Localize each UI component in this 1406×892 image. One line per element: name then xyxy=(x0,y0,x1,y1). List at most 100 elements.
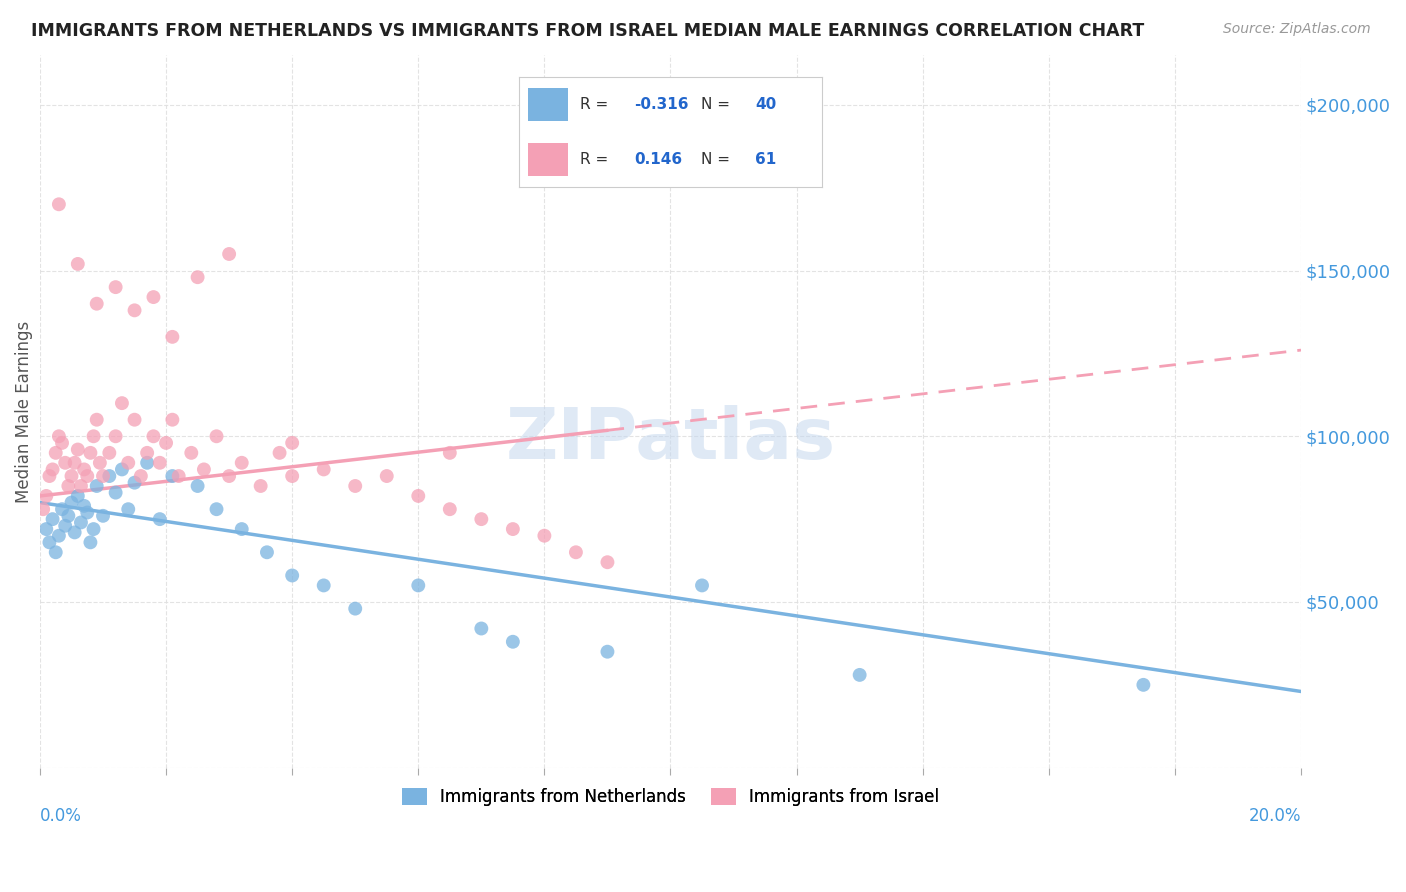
Legend: Immigrants from Netherlands, Immigrants from Israel: Immigrants from Netherlands, Immigrants … xyxy=(395,781,946,813)
Text: Source: ZipAtlas.com: Source: ZipAtlas.com xyxy=(1223,22,1371,37)
Point xyxy=(502,634,524,648)
Text: 20.0%: 20.0% xyxy=(1249,807,1301,825)
Point xyxy=(41,512,63,526)
Text: IMMIGRANTS FROM NETHERLANDS VS IMMIGRANTS FROM ISRAEL MEDIAN MALE EARNINGS CORRE: IMMIGRANTS FROM NETHERLANDS VS IMMIGRANT… xyxy=(31,22,1144,40)
Point xyxy=(249,479,271,493)
Point xyxy=(312,462,335,476)
Point xyxy=(565,545,588,559)
Point xyxy=(470,512,492,526)
Point xyxy=(41,462,63,476)
Point xyxy=(375,469,398,483)
Point xyxy=(162,330,184,344)
Point xyxy=(690,578,713,592)
Point xyxy=(66,257,89,271)
Point xyxy=(66,489,89,503)
Point xyxy=(48,197,70,211)
Point xyxy=(142,429,165,443)
Text: 0.0%: 0.0% xyxy=(39,807,82,825)
Point xyxy=(187,270,209,285)
Point xyxy=(848,668,870,682)
Point xyxy=(142,290,165,304)
Point xyxy=(104,429,127,443)
Point xyxy=(596,645,619,659)
Point xyxy=(98,446,121,460)
Point xyxy=(344,601,367,615)
Point xyxy=(53,456,76,470)
Point xyxy=(79,446,101,460)
Point xyxy=(124,303,146,318)
Point xyxy=(155,436,177,450)
Point xyxy=(98,469,121,483)
Point xyxy=(502,522,524,536)
Point xyxy=(45,446,67,460)
Point xyxy=(32,502,55,516)
Point xyxy=(149,512,172,526)
Point xyxy=(111,396,134,410)
Point xyxy=(149,456,172,470)
Point xyxy=(470,622,492,636)
Point xyxy=(344,479,367,493)
Point xyxy=(281,436,304,450)
Point xyxy=(218,469,240,483)
Point xyxy=(83,522,105,536)
Point xyxy=(73,499,96,513)
Point xyxy=(136,456,159,470)
Point xyxy=(58,508,80,523)
Point xyxy=(51,436,73,450)
Point xyxy=(91,508,114,523)
Point xyxy=(281,568,304,582)
Point xyxy=(45,545,67,559)
Point xyxy=(83,429,105,443)
Point xyxy=(162,469,184,483)
Point xyxy=(91,469,114,483)
Point xyxy=(281,469,304,483)
Point xyxy=(256,545,278,559)
Point xyxy=(38,469,60,483)
Point xyxy=(205,429,228,443)
Point xyxy=(104,485,127,500)
Point xyxy=(187,479,209,493)
Point xyxy=(231,522,253,536)
Point xyxy=(48,429,70,443)
Point xyxy=(76,506,98,520)
Point xyxy=(136,446,159,460)
Point xyxy=(63,456,86,470)
Point xyxy=(86,479,108,493)
Point xyxy=(596,555,619,569)
Point xyxy=(406,489,429,503)
Point xyxy=(70,479,93,493)
Point xyxy=(58,479,80,493)
Point xyxy=(124,413,146,427)
Point xyxy=(129,469,152,483)
Point xyxy=(269,446,291,460)
Point xyxy=(117,456,139,470)
Point xyxy=(312,578,335,592)
Point xyxy=(104,280,127,294)
Point xyxy=(162,413,184,427)
Point xyxy=(66,442,89,457)
Point xyxy=(533,529,555,543)
Point xyxy=(63,525,86,540)
Point xyxy=(439,502,461,516)
Point xyxy=(73,462,96,476)
Point xyxy=(38,535,60,549)
Point xyxy=(35,489,58,503)
Point xyxy=(70,516,93,530)
Point xyxy=(60,469,83,483)
Point xyxy=(86,296,108,310)
Point xyxy=(167,469,190,483)
Point xyxy=(35,522,58,536)
Point xyxy=(111,462,134,476)
Point xyxy=(48,529,70,543)
Point xyxy=(79,535,101,549)
Point xyxy=(76,469,98,483)
Point xyxy=(86,413,108,427)
Point xyxy=(117,502,139,516)
Y-axis label: Median Male Earnings: Median Male Earnings xyxy=(15,320,32,502)
Point xyxy=(1132,678,1154,692)
Point xyxy=(51,502,73,516)
Point xyxy=(60,495,83,509)
Text: ZIPatlas: ZIPatlas xyxy=(505,406,835,475)
Point xyxy=(218,247,240,261)
Point xyxy=(124,475,146,490)
